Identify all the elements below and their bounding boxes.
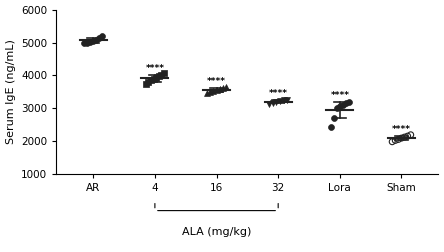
Point [388, 140, 396, 144]
Point [222, 85, 230, 89]
Point [207, 90, 214, 94]
Text: ****: **** [145, 65, 164, 73]
Point [216, 87, 223, 91]
Point [99, 34, 106, 38]
Point [213, 88, 220, 92]
Point [158, 73, 165, 77]
Point [145, 80, 152, 84]
Point [284, 98, 291, 102]
Text: ****: **** [330, 91, 349, 100]
Point [392, 138, 399, 142]
Point [269, 101, 276, 105]
Point [327, 124, 334, 129]
Point [277, 99, 284, 103]
Point [342, 102, 349, 106]
Point [142, 82, 149, 86]
Point [204, 91, 211, 95]
Text: ****: **** [269, 89, 288, 98]
Point [80, 41, 87, 45]
Text: ALA (mg/kg): ALA (mg/kg) [182, 227, 251, 237]
Point [96, 36, 103, 40]
Text: ****: **** [207, 77, 226, 86]
Point [398, 136, 405, 140]
Point [83, 41, 91, 45]
Point [395, 137, 402, 141]
Point [345, 100, 353, 104]
Point [333, 106, 340, 110]
Point [407, 133, 414, 137]
Point [150, 77, 157, 81]
Point [280, 98, 287, 102]
Point [401, 135, 408, 139]
Point [210, 89, 217, 93]
Point [266, 102, 273, 106]
Point [153, 76, 160, 80]
Point [87, 40, 94, 44]
Point [219, 86, 226, 90]
Y-axis label: Serum IgE (ng/mL): Serum IgE (ng/mL) [6, 40, 16, 144]
Point [336, 104, 343, 108]
Point [330, 116, 337, 120]
Point [339, 103, 346, 107]
Point [404, 134, 411, 138]
Point [273, 100, 280, 104]
Point [161, 72, 168, 76]
Point [93, 38, 100, 42]
Text: ****: **** [392, 125, 411, 134]
Point [90, 39, 97, 43]
Point [147, 78, 155, 82]
Point [155, 74, 163, 78]
